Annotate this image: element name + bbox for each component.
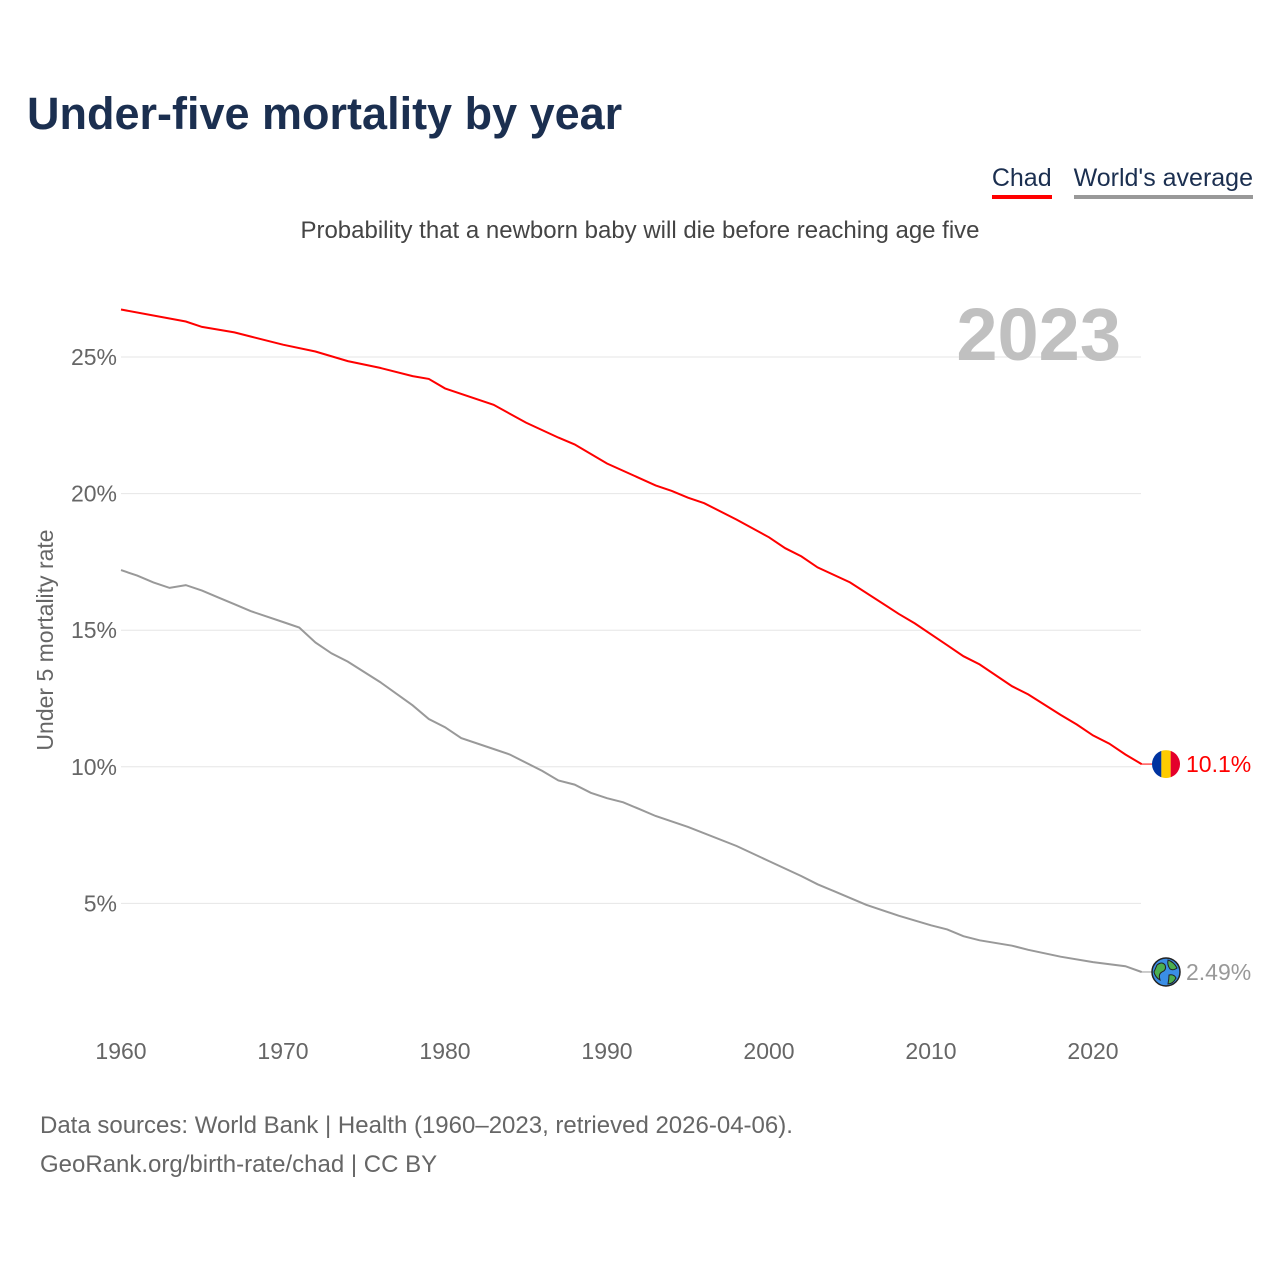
y-tick-label: 15% — [71, 617, 117, 643]
x-tick-label: 1960 — [95, 1038, 146, 1064]
legend: Chad World's average — [991, 164, 1253, 199]
globe-land — [1153, 959, 1178, 985]
legend-item-world[interactable]: World's average — [1073, 164, 1253, 199]
series-line-chad — [120, 308, 1143, 765]
y-tick-label: 10% — [71, 754, 117, 780]
y-tick-label: 20% — [71, 481, 117, 507]
chart-subtitle: Probability that a newborn baby will die… — [300, 217, 980, 244]
x-tick-label: 2000 — [743, 1038, 794, 1064]
y-tick-label: 5% — [84, 890, 117, 916]
legend-item-chad[interactable]: Chad — [991, 164, 1052, 199]
series-line-world — [120, 569, 1142, 973]
end-value-label: 10.1% — [1186, 751, 1251, 777]
footer-sources: Data sources: World Bank | Health (1960–… — [40, 1112, 793, 1139]
y-axis-label: Under 5 mortality rate — [32, 529, 58, 750]
x-tick-label: 2020 — [1067, 1038, 1118, 1064]
chad-flag-icon — [1152, 750, 1180, 779]
x-tick-label: 1980 — [419, 1038, 470, 1064]
footer: Data sources: World Bank | Health (1960–… — [40, 1106, 793, 1184]
footer-link[interactable]: GeoRank.org/birth-rate/chad | CC BY — [40, 1151, 438, 1178]
end-value-label: 2.49% — [1186, 959, 1251, 985]
year-label: 2023 — [956, 293, 1121, 376]
x-tick-label: 1990 — [581, 1038, 632, 1064]
x-tick-label: 2010 — [905, 1038, 956, 1064]
y-tick-label: 25% — [71, 344, 117, 370]
x-tick-label: 1970 — [257, 1038, 308, 1064]
chart-title: Under-five mortality by year — [27, 88, 623, 139]
